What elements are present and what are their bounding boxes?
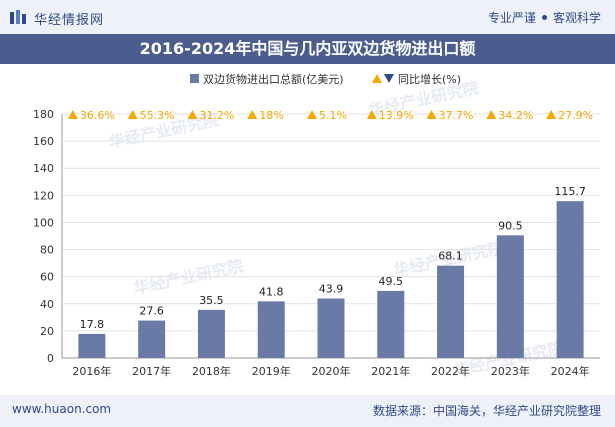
growth-item: 18% <box>247 109 284 122</box>
y-tick-label: 100 <box>33 216 54 229</box>
bars: 17.8 27.6 35.5 41.8 43.9 49.5 68.1 90.5 115.7 <box>78 185 586 358</box>
bar <box>377 290 405 358</box>
growth-item: 5.1% <box>307 109 347 122</box>
bar <box>496 235 524 358</box>
bar-value-label: 41.8 <box>259 285 284 298</box>
growth-up-triangle-icon <box>366 110 377 119</box>
growth-value-label: 13.9% <box>379 109 414 122</box>
growth-value-label: 37.7% <box>439 109 474 122</box>
bar-value-label: 17.8 <box>80 318 105 331</box>
growth-item: 31.2% <box>187 109 234 122</box>
growth-item: 13.9% <box>366 109 414 122</box>
y-tick-label: 0 <box>47 352 54 365</box>
growth-up-triangle-icon <box>187 110 198 119</box>
footer-band <box>0 395 615 427</box>
growth-up-triangle-icon <box>426 110 437 119</box>
y-tick-label: 60 <box>40 271 54 284</box>
bar <box>556 201 584 358</box>
growth-value-label: 18% <box>259 109 283 122</box>
legend-label-total: 双边货物进出口总额(亿美元) <box>203 72 344 86</box>
x-axis: 2016年 2017年 2018年 2019年 2020年 2021年 2022年 2023年… <box>72 364 589 378</box>
bar-value-label: 49.5 <box>379 275 404 288</box>
growth-value-label: 27.9% <box>558 109 593 122</box>
bar <box>257 301 285 358</box>
chart-title: 2016-2024年中国与几内亚双边货物进出口额 <box>139 39 476 58</box>
legend-up-triangle-icon <box>372 74 382 83</box>
y-tick-label: 40 <box>40 298 54 311</box>
x-tick-label: 2021年 <box>371 364 410 378</box>
brand-logo-icon <box>10 10 26 24</box>
growth-item: 55.3% <box>127 109 175 122</box>
growth-up-triangle-icon <box>486 110 497 119</box>
legend-down-triangle-icon <box>384 74 394 83</box>
bar-value-label: 68.1 <box>438 250 463 263</box>
y-tick-label: 20 <box>40 325 54 338</box>
separator-dot-icon <box>541 15 547 20</box>
brand-name: 华经情报网 <box>34 13 105 28</box>
x-tick-label: 2024年 <box>551 364 590 378</box>
legend: 双边货物进出口总额(亿美元) 同比增长(%) <box>190 72 461 86</box>
y-tick-label: 80 <box>40 244 54 257</box>
growth-value-label: 5.1% <box>319 109 347 122</box>
bar <box>138 320 166 358</box>
legend-bar-swatch-icon <box>190 74 199 83</box>
x-tick-label: 2017年 <box>132 364 171 378</box>
growth-item: 27.9% <box>546 109 593 122</box>
x-tick-label: 2023年 <box>491 364 530 378</box>
x-tick-label: 2016年 <box>72 364 111 378</box>
growth-item: 36.6% <box>67 109 115 122</box>
data-source: 数据来源：中国海关，华经产业研究院整理 <box>372 404 601 418</box>
growth-up-triangle-icon <box>247 110 258 119</box>
growth-row: 36.6% 55.3% 31.2% 18% 5.1% 13.9% 37.7% 34.2% 27.… <box>67 109 593 122</box>
tagline: 专业严谨 客观科学 <box>488 9 601 26</box>
tagline-right: 客观科学 <box>552 11 601 25</box>
tagline-left: 专业严谨 <box>487 11 536 25</box>
bar-value-label: 43.9 <box>319 282 344 295</box>
growth-value-label: 31.2% <box>199 109 234 122</box>
y-tick-label: 140 <box>33 162 54 175</box>
top-banner: 华经情报网 专业严谨 客观科学 <box>0 0 615 34</box>
y-tick-label: 160 <box>33 135 54 148</box>
legend-label-growth: 同比增长(%) <box>398 72 461 86</box>
bar <box>197 309 225 358</box>
growth-item: 37.7% <box>426 109 474 122</box>
growth-value-label: 34.2% <box>498 109 533 122</box>
bar <box>437 265 465 358</box>
growth-item: 34.2% <box>486 109 533 122</box>
x-tick-label: 2020年 <box>312 364 351 378</box>
x-tick-label: 2018年 <box>192 364 231 378</box>
growth-up-triangle-icon <box>546 110 557 119</box>
bar-value-label: 115.7 <box>554 185 586 198</box>
bar-value-label: 90.5 <box>498 219 523 232</box>
bar <box>317 298 345 358</box>
growth-up-triangle-icon <box>67 110 78 119</box>
bar-value-label: 27.6 <box>139 305 164 318</box>
title-band <box>0 34 615 64</box>
growth-up-triangle-icon <box>307 110 317 119</box>
growth-value-label: 55.3% <box>140 109 175 122</box>
x-tick-label: 2019年 <box>252 364 291 378</box>
growth-up-triangle-icon <box>127 110 138 119</box>
x-tick-label: 2022年 <box>431 364 470 378</box>
y-tick-label: 180 <box>33 108 54 121</box>
bar <box>78 333 106 358</box>
y-tick-label: 120 <box>33 189 54 202</box>
website-link[interactable]: www.huaon.com <box>12 402 112 416</box>
bar-value-label: 35.5 <box>199 294 224 307</box>
growth-value-label: 36.6% <box>80 109 115 122</box>
